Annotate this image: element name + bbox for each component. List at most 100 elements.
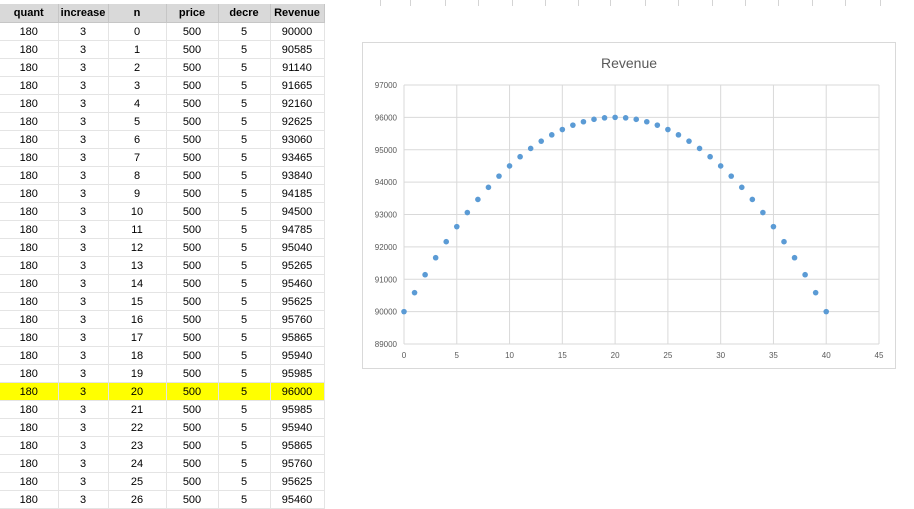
- table-cell[interactable]: 6: [108, 130, 167, 149]
- table-cell[interactable]: 500: [166, 76, 219, 95]
- table-cell[interactable]: 180: [0, 40, 59, 59]
- table-cell[interactable]: 3: [58, 472, 109, 491]
- table-cell[interactable]: 500: [166, 400, 219, 419]
- table-cell[interactable]: 24: [108, 454, 167, 473]
- column-header[interactable]: Revenue: [270, 4, 325, 23]
- table-cell[interactable]: 5: [218, 130, 271, 149]
- column-header[interactable]: quant: [0, 4, 59, 23]
- table-cell[interactable]: 500: [166, 40, 219, 59]
- table-cell[interactable]: 90585: [270, 40, 325, 59]
- revenue-chart[interactable]: Revenue 89000 90000 91000 92000 93000 94000 95…: [362, 42, 896, 369]
- table-cell[interactable]: 5: [218, 22, 271, 41]
- table-cell[interactable]: 5: [218, 58, 271, 77]
- table-cell[interactable]: 3: [58, 328, 109, 347]
- table-cell[interactable]: 500: [166, 382, 219, 401]
- table-cell[interactable]: 5: [218, 328, 271, 347]
- table-cell[interactable]: 92160: [270, 94, 325, 113]
- table-cell[interactable]: 500: [166, 418, 219, 437]
- table-cell[interactable]: 95040: [270, 238, 325, 257]
- table-cell[interactable]: 500: [166, 310, 219, 329]
- table-cell[interactable]: 95985: [270, 400, 325, 419]
- table-cell[interactable]: 180: [0, 202, 59, 221]
- column-header[interactable]: decre: [218, 4, 271, 23]
- table-cell[interactable]: 500: [166, 328, 219, 347]
- table-cell[interactable]: 3: [58, 58, 109, 77]
- table-cell[interactable]: 3: [58, 130, 109, 149]
- table-cell[interactable]: 500: [166, 94, 219, 113]
- table-cell[interactable]: 18: [108, 346, 167, 365]
- table-cell[interactable]: 3: [58, 76, 109, 95]
- column-header[interactable]: n: [108, 4, 167, 23]
- table-cell[interactable]: 5: [218, 310, 271, 329]
- table-cell[interactable]: 5: [218, 454, 271, 473]
- table-cell[interactable]: 3: [58, 292, 109, 311]
- table-cell[interactable]: 500: [166, 292, 219, 311]
- table-cell[interactable]: 500: [166, 130, 219, 149]
- table-cell[interactable]: 500: [166, 220, 219, 239]
- table-cell[interactable]: 92625: [270, 112, 325, 131]
- table-cell[interactable]: 95625: [270, 472, 325, 491]
- table-cell[interactable]: 5: [218, 382, 271, 401]
- table-cell[interactable]: 180: [0, 436, 59, 455]
- table-cell[interactable]: 180: [0, 472, 59, 491]
- table-cell[interactable]: 180: [0, 220, 59, 239]
- table-cell[interactable]: 180: [0, 166, 59, 185]
- table-cell[interactable]: 94500: [270, 202, 325, 221]
- table-cell[interactable]: 1: [108, 40, 167, 59]
- table-cell[interactable]: 26: [108, 490, 167, 509]
- table-cell[interactable]: 180: [0, 490, 59, 509]
- table-cell[interactable]: 180: [0, 256, 59, 275]
- table-cell[interactable]: 10: [108, 202, 167, 221]
- table-cell[interactable]: 5: [108, 112, 167, 131]
- table-cell[interactable]: 5: [218, 94, 271, 113]
- table-cell[interactable]: 5: [218, 418, 271, 437]
- table-cell[interactable]: 180: [0, 382, 59, 401]
- table-cell[interactable]: 3: [58, 148, 109, 167]
- table-cell[interactable]: 17: [108, 328, 167, 347]
- table-cell[interactable]: 95760: [270, 454, 325, 473]
- table-cell[interactable]: 3: [58, 94, 109, 113]
- table-cell[interactable]: 180: [0, 22, 59, 41]
- table-cell[interactable]: 3: [58, 436, 109, 455]
- table-cell[interactable]: 500: [166, 472, 219, 491]
- table-cell[interactable]: 500: [166, 166, 219, 185]
- table-cell[interactable]: 500: [166, 364, 219, 383]
- table-cell[interactable]: 3: [58, 490, 109, 509]
- table-cell[interactable]: 5: [218, 40, 271, 59]
- table-cell[interactable]: 95865: [270, 328, 325, 347]
- table-cell[interactable]: 96000: [270, 382, 325, 401]
- table-cell[interactable]: 5: [218, 166, 271, 185]
- table-cell[interactable]: 19: [108, 364, 167, 383]
- table-cell[interactable]: 5: [218, 274, 271, 293]
- table-cell[interactable]: 8: [108, 166, 167, 185]
- table-cell[interactable]: 180: [0, 112, 59, 131]
- table-cell[interactable]: 180: [0, 310, 59, 329]
- table-cell[interactable]: 5: [218, 202, 271, 221]
- table-cell[interactable]: 500: [166, 256, 219, 275]
- table-cell[interactable]: 5: [218, 346, 271, 365]
- table-cell[interactable]: 90000: [270, 22, 325, 41]
- table-cell[interactable]: 180: [0, 400, 59, 419]
- table-cell[interactable]: 3: [58, 40, 109, 59]
- table-cell[interactable]: 3: [58, 166, 109, 185]
- table-cell[interactable]: 3: [58, 202, 109, 221]
- table-cell[interactable]: 180: [0, 76, 59, 95]
- table-cell[interactable]: 180: [0, 418, 59, 437]
- table-cell[interactable]: 180: [0, 184, 59, 203]
- table-cell[interactable]: 0: [108, 22, 167, 41]
- table-cell[interactable]: 95985: [270, 364, 325, 383]
- table-cell[interactable]: 3: [58, 256, 109, 275]
- table-cell[interactable]: 95940: [270, 418, 325, 437]
- table-cell[interactable]: 21: [108, 400, 167, 419]
- table-cell[interactable]: 93465: [270, 148, 325, 167]
- table-cell[interactable]: 5: [218, 472, 271, 491]
- table-cell[interactable]: 5: [218, 148, 271, 167]
- table-cell[interactable]: 3: [108, 76, 167, 95]
- table-cell[interactable]: 25: [108, 472, 167, 491]
- table-cell[interactable]: 5: [218, 364, 271, 383]
- table-cell[interactable]: 91665: [270, 76, 325, 95]
- table-cell[interactable]: 5: [218, 490, 271, 509]
- table-cell[interactable]: 180: [0, 58, 59, 77]
- table-cell[interactable]: 500: [166, 346, 219, 365]
- table-cell[interactable]: 180: [0, 274, 59, 293]
